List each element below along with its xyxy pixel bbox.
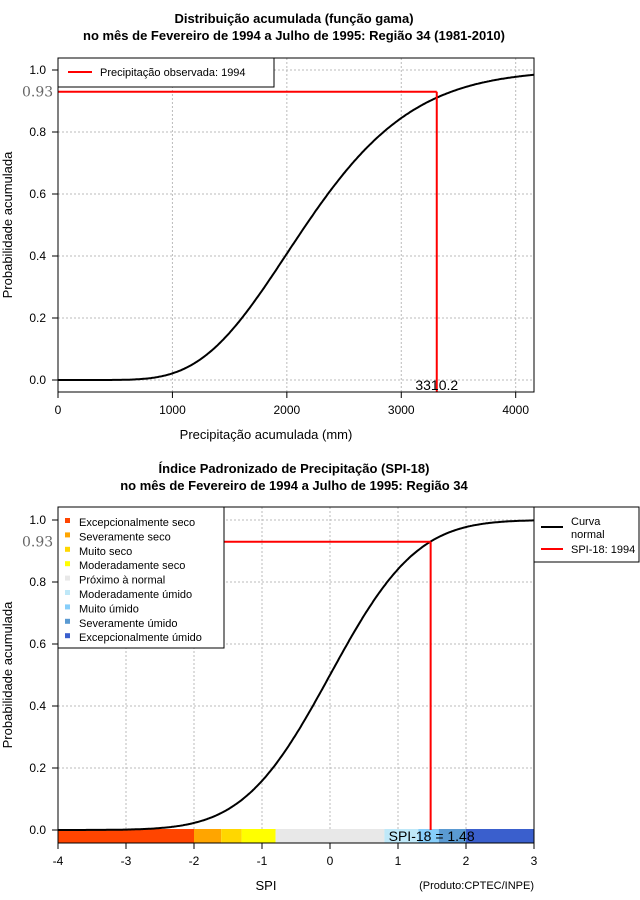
- category-label: Excepcionalmente seco: [79, 517, 195, 529]
- observed-probability-label: 0.93: [22, 85, 53, 101]
- x-tick-label: 1000: [159, 403, 186, 417]
- category-band-7: [438, 829, 466, 843]
- category-marker-6: [65, 604, 70, 610]
- x-axis-label: Precipitação acumulada (mm): [180, 427, 353, 442]
- category-band-4: [275, 829, 385, 843]
- category-marker-3: [65, 561, 70, 567]
- x-tick-label: -2: [189, 854, 200, 868]
- observed-probability-label: 0.93: [22, 535, 53, 551]
- x-tick-label: 1: [395, 854, 402, 868]
- y-axis-label: Probabilidade acumulada: [0, 151, 15, 298]
- category-band-8: [466, 829, 534, 843]
- cdf-curve: [58, 73, 535, 381]
- y-tick-label: 0.2: [29, 761, 46, 775]
- category-band-6: [418, 829, 439, 843]
- y-tick-label: 0.0: [29, 373, 46, 387]
- y-tick-label: 0.2: [29, 311, 46, 325]
- category-band-5: [384, 829, 419, 843]
- category-label: Severamente seco: [79, 531, 171, 543]
- category-marker-7: [65, 618, 70, 624]
- legend-entry-curve: Curva: [571, 516, 601, 528]
- x-tick-label: 3: [531, 854, 538, 868]
- x-tick-label: 2: [463, 854, 470, 868]
- x-axis-label: SPI: [256, 878, 277, 893]
- y-tick-label: 0.8: [29, 575, 46, 589]
- x-tick-label: -1: [257, 854, 268, 868]
- chart-subtitle: no mês de Fevereiro de 1994 a Julho de 1…: [83, 28, 505, 43]
- category-band-2: [221, 829, 242, 843]
- x-tick-label: -4: [53, 854, 64, 868]
- category-marker-2: [65, 546, 70, 552]
- category-marker-1: [65, 532, 70, 538]
- category-label: Moderadamente úmido: [79, 589, 192, 601]
- category-band-3: [241, 829, 276, 843]
- cdf-curve: [58, 519, 534, 831]
- y-axis-label: Probabilidade acumulada: [0, 601, 15, 748]
- plot-frame: [57, 506, 535, 844]
- credit-label: (Produto:CPTEC/INPE): [419, 880, 534, 892]
- chart-title: Índice Padronizado de Precipitação (SPI-…: [159, 461, 430, 476]
- category-marker-5: [65, 590, 70, 595]
- spi-value-label: SPI-18 = 1.48: [389, 828, 475, 844]
- legend-entry-spi: SPI-18: 1994: [571, 544, 635, 556]
- y-tick-label: 0.6: [29, 637, 46, 651]
- y-tick-label: 1.0: [29, 63, 46, 77]
- x-tick-label: 3000: [388, 403, 415, 417]
- category-label: Severamente úmido: [79, 618, 177, 630]
- category-marker-8: [65, 633, 70, 639]
- category-band-1: [194, 829, 222, 843]
- y-tick-label: 0.8: [29, 125, 46, 139]
- x-tick-label: 0: [327, 854, 334, 868]
- chart-subtitle: no mês de Fevereiro de 1994 a Julho de 1…: [120, 478, 468, 493]
- category-label: Muito úmido: [79, 603, 139, 615]
- category-label: Muito seco: [79, 546, 132, 558]
- legend-entry: Precipitação observada: 1994: [100, 67, 246, 79]
- right-legend-box: [533, 506, 640, 563]
- legend-box: [57, 57, 275, 88]
- category-marker-0: [65, 518, 70, 523]
- category-label: Moderadamente seco: [79, 560, 185, 572]
- y-tick-label: 1.0: [29, 513, 46, 527]
- chart-title: Distribuição acumulada (função gama): [174, 11, 413, 26]
- category-legend-box: [57, 506, 225, 649]
- x-tick-label: 2000: [273, 403, 300, 417]
- y-tick-label: 0.4: [29, 249, 46, 263]
- category-label: Próximo à normal: [79, 575, 165, 587]
- y-tick-label: 0.4: [29, 699, 46, 713]
- plot-frame: [57, 57, 535, 393]
- x-tick-label: -3: [121, 854, 132, 868]
- y-tick-label: 0.6: [29, 187, 46, 201]
- x-tick-label: 4000: [502, 403, 529, 417]
- legend-entry-curve-2: normal: [571, 529, 605, 541]
- observed-value-label: 3310.2: [415, 377, 458, 393]
- x-tick-label: 0: [55, 403, 62, 417]
- category-marker-4: [65, 575, 70, 581]
- y-tick-label: 0.0: [29, 823, 46, 837]
- category-label: Excepcionalmente úmido: [79, 632, 202, 644]
- category-band-0: [58, 829, 194, 843]
